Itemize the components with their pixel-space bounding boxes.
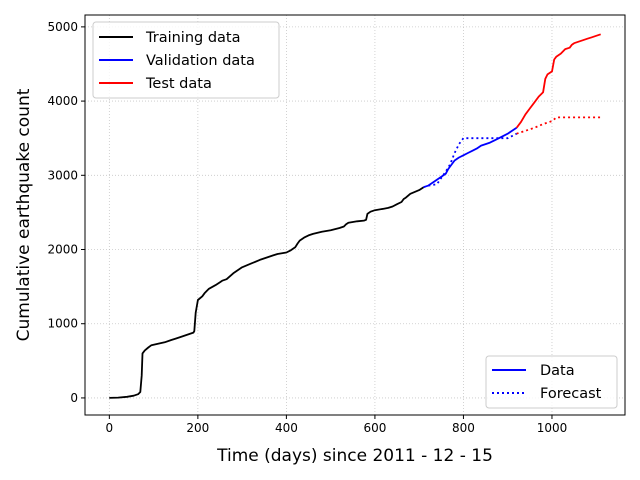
legend-label-test: Test data xyxy=(145,76,212,92)
legend-label-forecast: Forecast xyxy=(540,386,602,402)
x-tick-label: 600 xyxy=(363,421,386,435)
x-tick-label: 0 xyxy=(106,421,114,435)
y-tick-label: 0 xyxy=(70,391,78,405)
y-tick-label: 3000 xyxy=(47,168,78,182)
legend-label-data: Data xyxy=(540,363,575,379)
series-line-test-data xyxy=(515,33,601,129)
legend-line-style: Data Forecast xyxy=(485,355,618,409)
series-line-training-data xyxy=(109,186,425,399)
y-tick-label: 4000 xyxy=(47,94,78,108)
axis-ticks: 0 200 400 600 800 1000 0 1000 2000 3000 4000 5000 xyxy=(47,20,567,435)
legend-label-validation: Validation data xyxy=(146,53,255,69)
series-line-forecast-validation xyxy=(423,132,518,189)
x-axis-label: Time (days) since 2011 - 12 - 15 xyxy=(216,446,493,466)
y-axis-label: Cumulative earthquake count xyxy=(14,88,34,341)
x-tick-label: 1000 xyxy=(537,421,568,435)
grid-lines xyxy=(85,15,625,415)
legend-series: Training data Validation data Test data xyxy=(92,21,280,99)
y-tick-label: 2000 xyxy=(47,243,78,257)
x-tick-label: 800 xyxy=(452,421,475,435)
series-line-forecast-test xyxy=(516,116,601,135)
plot-frame xyxy=(84,14,626,416)
series-lines xyxy=(109,33,601,399)
y-tick-label: 1000 xyxy=(47,317,78,331)
series-line-validation-data xyxy=(423,127,518,189)
x-tick-label: 400 xyxy=(275,421,298,435)
y-tick-label: 5000 xyxy=(47,20,78,34)
legend-label-training: Training data xyxy=(145,30,240,46)
x-tick-label: 200 xyxy=(186,421,209,435)
legend-series-box xyxy=(92,21,280,99)
